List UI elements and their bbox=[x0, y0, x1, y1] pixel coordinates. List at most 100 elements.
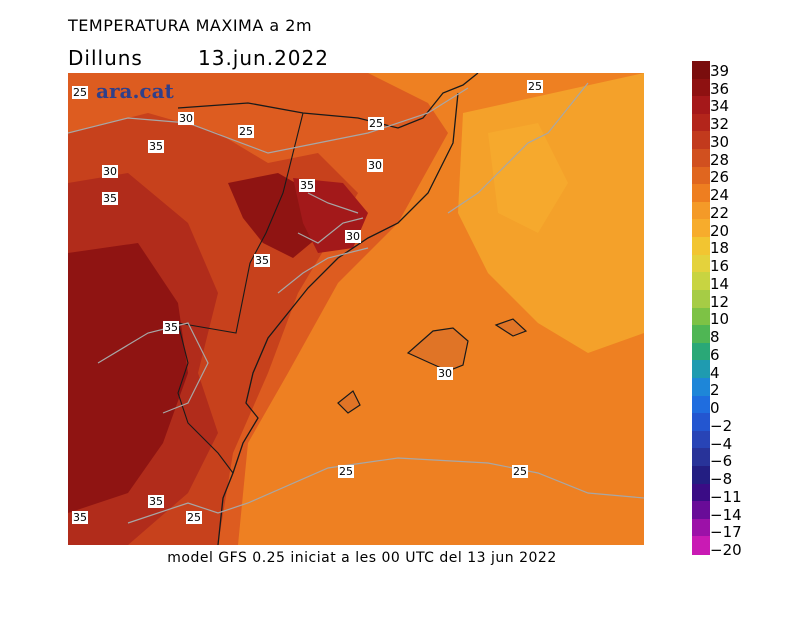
legend-label: 18 bbox=[710, 239, 730, 258]
legend-swatch bbox=[692, 289, 710, 309]
legend-swatch bbox=[692, 325, 710, 344]
contour-label: 30 bbox=[367, 159, 383, 172]
legend-swatch bbox=[692, 96, 710, 115]
sea-cool-north bbox=[488, 123, 568, 233]
legend-swatch bbox=[692, 131, 710, 150]
legend-swatch bbox=[692, 307, 710, 326]
brand-logo: ara.cat bbox=[96, 79, 174, 103]
legend-label: 12 bbox=[710, 292, 730, 311]
contour-label: 25 bbox=[512, 465, 528, 478]
forecast-day: Dilluns bbox=[68, 46, 143, 70]
contour-label: 25 bbox=[368, 117, 384, 130]
svg-text:35: 35 bbox=[255, 254, 269, 267]
contour-line bbox=[68, 87, 469, 154]
contour-line bbox=[97, 322, 209, 414]
border-line bbox=[177, 112, 304, 474]
svg-text:30: 30 bbox=[103, 165, 117, 178]
contour-label: 30 bbox=[102, 165, 118, 178]
contour-label: 35 bbox=[163, 321, 179, 334]
contour-line bbox=[297, 192, 364, 244]
legend-swatch bbox=[692, 465, 710, 485]
island-menorca bbox=[494, 318, 528, 337]
svg-text:25: 25 bbox=[528, 80, 542, 93]
legend-swatch bbox=[692, 166, 710, 185]
model-caption: model GFS 0.25 iniciat a les 00 UTC del … bbox=[167, 550, 557, 566]
contour-label: 35 bbox=[299, 179, 315, 192]
legend-label: 22 bbox=[710, 203, 730, 222]
svg-text:35: 35 bbox=[149, 140, 163, 153]
svg-text:25: 25 bbox=[187, 511, 201, 524]
legend-swatch bbox=[692, 61, 710, 80]
legend-swatch bbox=[692, 430, 710, 449]
svg-text:30: 30 bbox=[438, 367, 452, 380]
forecast-date: 13.jun.2022 bbox=[198, 46, 329, 70]
legend-swatch bbox=[692, 360, 710, 379]
legend-label: 14 bbox=[710, 274, 730, 293]
legend-swatch bbox=[692, 78, 710, 97]
contour-label: 35 bbox=[254, 254, 270, 267]
svg-text:30: 30 bbox=[368, 159, 382, 172]
svg-text:35: 35 bbox=[103, 192, 117, 205]
temperature-map: 25 30 25 25 25 35 30 30 35 35 30 35 35 3… bbox=[68, 73, 644, 545]
legend-swatch bbox=[692, 483, 710, 502]
legend-swatch bbox=[692, 149, 710, 168]
legend-label: 30 bbox=[710, 132, 730, 151]
legend-label: 8 bbox=[710, 328, 720, 347]
island-ibiza bbox=[337, 390, 361, 414]
legend-swatch bbox=[692, 518, 710, 537]
legend-label: 10 bbox=[710, 310, 730, 329]
legend-swatch bbox=[692, 395, 710, 414]
svg-text:35: 35 bbox=[300, 179, 314, 192]
contour-label: 25 bbox=[238, 125, 254, 138]
svg-text:30: 30 bbox=[179, 112, 193, 125]
legend-label: −17 bbox=[710, 523, 742, 542]
legend-label: 4 bbox=[710, 363, 720, 382]
contour-line bbox=[277, 247, 369, 294]
coastline bbox=[177, 73, 479, 545]
legend-swatch bbox=[692, 254, 710, 273]
contour-label: 25 bbox=[186, 511, 202, 524]
legend-label: 39 bbox=[710, 62, 730, 80]
legend-swatch bbox=[692, 377, 710, 397]
legend-label: −14 bbox=[710, 505, 742, 524]
contour-label: 25 bbox=[72, 86, 88, 99]
legend-label: 28 bbox=[710, 150, 730, 169]
legend-label: 24 bbox=[710, 186, 730, 205]
legend-swatch bbox=[692, 113, 710, 133]
contour-label: 30 bbox=[345, 230, 361, 243]
color-scale-legend bbox=[692, 61, 710, 555]
legend-label: 26 bbox=[710, 168, 730, 187]
legend-label: 34 bbox=[710, 97, 730, 116]
legend-label: −20 bbox=[710, 541, 742, 559]
svg-text:35: 35 bbox=[149, 495, 163, 508]
legend-label: −4 bbox=[710, 434, 733, 453]
contour-line bbox=[447, 82, 589, 214]
svg-text:25: 25 bbox=[339, 465, 353, 478]
island-mallorca bbox=[406, 327, 469, 372]
legend-swatch bbox=[692, 342, 710, 361]
legend-swatch bbox=[692, 448, 710, 467]
legend-label: −6 bbox=[710, 452, 733, 471]
contour-label: 35 bbox=[148, 495, 164, 508]
contour-label: 30 bbox=[178, 112, 194, 125]
legend-label: 16 bbox=[710, 257, 730, 276]
legend-label: −2 bbox=[710, 416, 733, 435]
contour-label: 30 bbox=[437, 367, 453, 380]
legend-label: 32 bbox=[710, 115, 730, 134]
contour-label: 35 bbox=[148, 140, 164, 153]
legend-swatch bbox=[692, 536, 710, 555]
legend-swatch bbox=[692, 237, 710, 256]
legend-label: 0 bbox=[710, 399, 720, 418]
contour-label: 25 bbox=[527, 80, 543, 93]
svg-text:35: 35 bbox=[164, 321, 178, 334]
legend-label: 36 bbox=[710, 79, 730, 98]
legend-label: 6 bbox=[710, 345, 720, 364]
contour-line bbox=[127, 457, 644, 524]
contour-label: 25 bbox=[338, 465, 354, 478]
legend-swatch bbox=[692, 413, 710, 432]
legend-label: −11 bbox=[710, 487, 742, 506]
legend-swatch bbox=[692, 272, 710, 291]
svg-text:25: 25 bbox=[239, 125, 253, 138]
svg-text:25: 25 bbox=[73, 86, 87, 99]
legend-swatch bbox=[692, 184, 710, 203]
